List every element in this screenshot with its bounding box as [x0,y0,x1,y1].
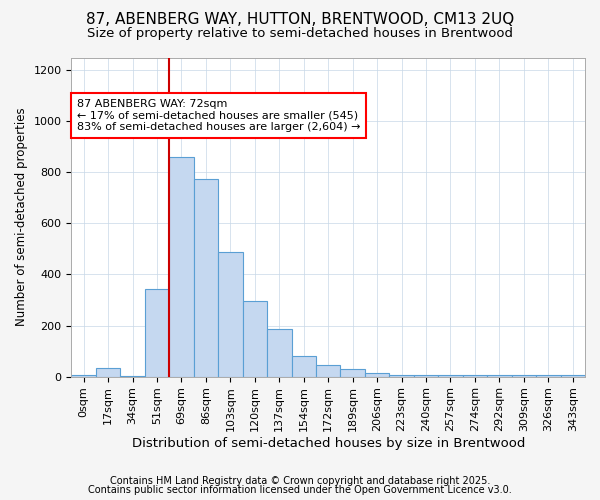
Bar [242,302,267,376]
Bar [145,288,169,376]
Bar [218,252,242,376]
Bar [194,179,218,376]
Bar [316,365,340,376]
Y-axis label: Number of semi-detached properties: Number of semi-detached properties [15,108,28,326]
Text: Contains HM Land Registry data © Crown copyright and database right 2025.: Contains HM Land Registry data © Crown c… [110,476,490,486]
Text: Size of property relative to semi-detached houses in Brentwood: Size of property relative to semi-detach… [87,28,513,40]
Bar [267,330,292,376]
Bar [365,373,389,376]
Text: 87, ABENBERG WAY, HUTTON, BRENTWOOD, CM13 2UQ: 87, ABENBERG WAY, HUTTON, BRENTWOOD, CM1… [86,12,514,28]
Bar [340,369,365,376]
Bar [292,356,316,376]
X-axis label: Distribution of semi-detached houses by size in Brentwood: Distribution of semi-detached houses by … [131,437,525,450]
Text: Contains public sector information licensed under the Open Government Licence v3: Contains public sector information licen… [88,485,512,495]
Bar [96,368,121,376]
Bar [169,157,194,376]
Text: 87 ABENBERG WAY: 72sqm
← 17% of semi-detached houses are smaller (545)
83% of se: 87 ABENBERG WAY: 72sqm ← 17% of semi-det… [77,99,360,132]
